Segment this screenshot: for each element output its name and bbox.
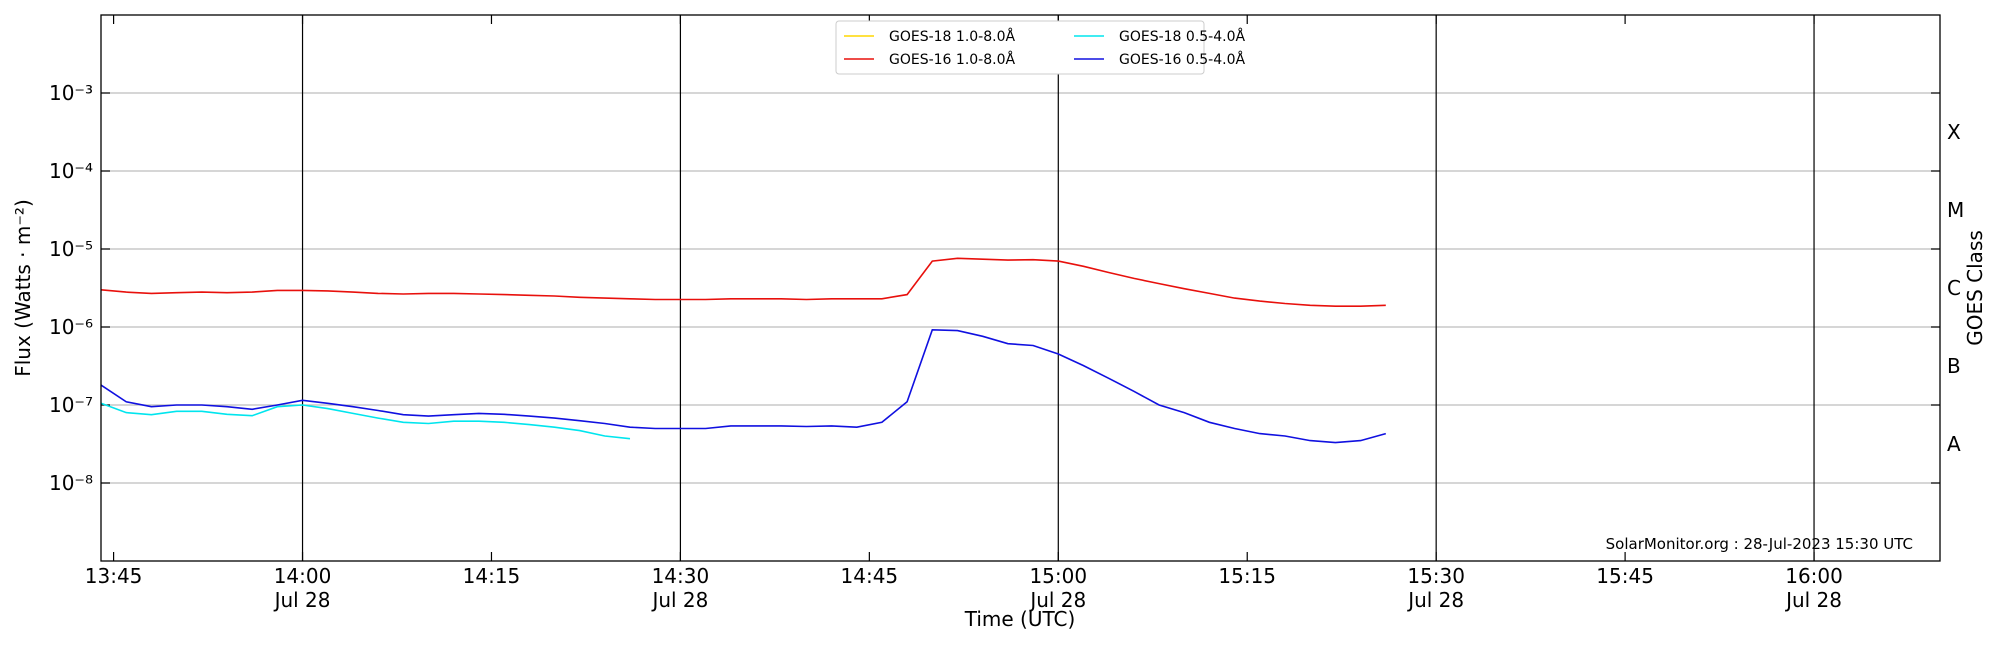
legend-label: GOES-16 1.0-8.0Å xyxy=(889,51,1015,68)
y-tick-label: 10⁻⁵ xyxy=(49,237,93,261)
x-tick-label: 14:45 xyxy=(841,564,899,588)
y-tick-label: 10⁻³ xyxy=(49,81,93,105)
goes-class-label: C xyxy=(1947,276,1961,300)
y-tick-label: 10⁻⁴ xyxy=(49,159,93,183)
x-tick-label: 15:45 xyxy=(1596,564,1654,588)
annotation: SolarMonitor.org : 28-Jul-2023 15:30 UTC xyxy=(1606,535,1913,553)
goes-class-label: X xyxy=(1947,120,1961,144)
legend-label: GOES-16 0.5-4.0Å xyxy=(1119,51,1245,68)
series-line xyxy=(100,328,1387,444)
goes-class-label: B xyxy=(1947,354,1961,378)
y-tick-label: 10⁻⁸ xyxy=(49,471,93,495)
x-tick-label: 14:30 xyxy=(652,564,710,588)
x-tick-label: 13:45 xyxy=(85,564,143,588)
x-tick-label: 15:15 xyxy=(1218,564,1276,588)
y-tick-label: 10⁻⁶ xyxy=(49,315,93,339)
x-tick-date: Jul 28 xyxy=(1406,588,1464,612)
x-tick-date: Jul 28 xyxy=(1784,588,1842,612)
x-axis-label: Time (UTC) xyxy=(964,607,1076,631)
x-tick-date: Jul 28 xyxy=(273,588,331,612)
series-line xyxy=(100,257,1386,307)
x-tick-label: 14:00 xyxy=(274,564,332,588)
y-axis-label: Flux (Watts · m⁻²) xyxy=(11,199,35,377)
legend-label: GOES-18 1.0-8.0Å xyxy=(889,28,1015,45)
goes-class-label: M xyxy=(1947,198,1964,222)
x-tick-label: 15:00 xyxy=(1029,564,1087,588)
plot-frame xyxy=(100,14,1941,562)
x-tick-label: 15:30 xyxy=(1407,564,1465,588)
x-tick-label: 16:00 xyxy=(1785,564,1843,588)
legend-label: GOES-18 0.5-4.0Å xyxy=(1119,28,1245,45)
y-tick-label: 10⁻⁷ xyxy=(49,393,93,417)
goes-class-label: A xyxy=(1947,432,1961,456)
x-tick-date: Jul 28 xyxy=(650,588,708,612)
x-tick-label: 14:15 xyxy=(463,564,521,588)
y2-axis-label: GOES Class xyxy=(1963,230,1987,346)
series-line xyxy=(100,402,631,440)
legend-box xyxy=(835,20,1205,75)
x-tick-date: Jul 28 xyxy=(1028,588,1086,612)
